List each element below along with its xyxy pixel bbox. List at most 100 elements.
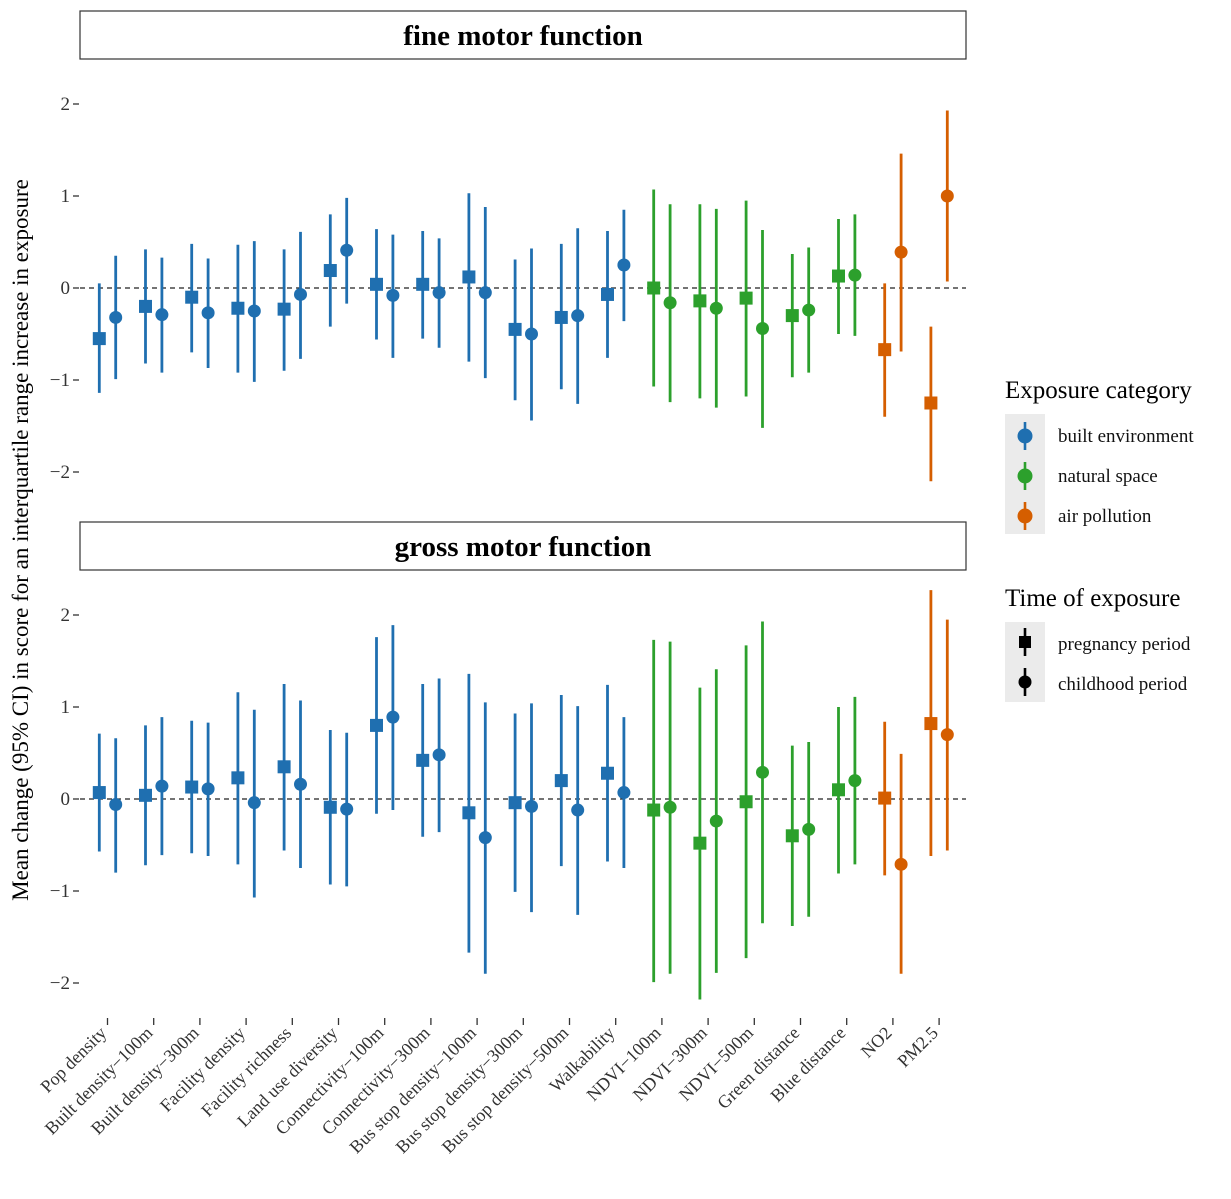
y-tick-label: −1 <box>50 881 70 902</box>
pregnancy-point <box>739 291 753 305</box>
panel-title: gross motor function <box>395 531 652 563</box>
pregnancy-point <box>924 717 938 731</box>
y-tick-label: −1 <box>50 370 70 391</box>
pregnancy-point <box>785 309 799 323</box>
legend-color-entry-1: natural space <box>1058 466 1158 487</box>
y-tick-label: 0 <box>61 789 71 810</box>
pregnancy-point <box>370 718 383 732</box>
panel-fine-motor: fine motor function −2 −1 0 1 2 <box>50 10 967 483</box>
legend-color-keys <box>1017 422 1033 530</box>
childhood-point <box>940 189 954 203</box>
legend-color-entry-2: air pollution <box>1058 506 1152 527</box>
childhood-point <box>894 857 908 871</box>
legend-color-entry-0: built environment <box>1058 426 1194 447</box>
legend-color-key <box>1017 468 1033 484</box>
pregnancy-point <box>277 760 291 774</box>
pregnancy-point <box>693 836 707 850</box>
x-tick-label: NO2 <box>857 1023 896 1062</box>
panel-strip <box>79 10 967 60</box>
childhood-point <box>432 748 446 762</box>
pregnancy-point <box>647 281 661 295</box>
y-tick-label: 0 <box>61 278 71 299</box>
childhood-point <box>571 803 585 817</box>
pregnancy-point <box>601 287 614 301</box>
legend-shape-entry-1: childhood period <box>1058 674 1188 695</box>
legend-square-key <box>1019 636 1031 648</box>
childhood-point <box>709 814 723 828</box>
pregnancy-point <box>231 771 245 785</box>
y-tick-label: −2 <box>50 973 70 994</box>
pregnancy-point <box>647 803 661 817</box>
childhood-point <box>109 310 123 324</box>
pregnancy-point <box>323 264 337 278</box>
legend-color-key <box>1017 428 1033 444</box>
pregnancy-point <box>924 396 938 410</box>
pregnancy-point <box>508 796 522 810</box>
pregnancy-point <box>462 270 476 284</box>
y-tick-label: 2 <box>61 94 71 115</box>
childhood-point <box>848 268 862 282</box>
panels: fine motor function −2 −1 0 1 2 gross motor fu… <box>50 10 967 1000</box>
childhood-point <box>525 799 538 813</box>
childhood-point <box>802 303 816 317</box>
childhood-point <box>756 765 769 779</box>
childhood-point <box>525 327 538 341</box>
pregnancy-point <box>554 774 568 788</box>
childhood-point <box>201 306 215 320</box>
panel-title: fine motor function <box>403 20 643 52</box>
pregnancy-point <box>878 791 892 805</box>
childhood-point <box>340 802 354 816</box>
childhood-point <box>109 798 123 812</box>
y-tick-label: 1 <box>61 186 71 207</box>
legend-shape-title: Time of exposure <box>1005 585 1180 612</box>
childhood-point <box>386 288 400 302</box>
childhood-point <box>247 796 261 810</box>
pregnancy-point <box>323 800 337 814</box>
y-axis-title: Mean change (95% CI) in score for an int… <box>8 179 33 901</box>
panel-strip <box>79 521 967 571</box>
childhood-point <box>663 296 677 310</box>
childhood-point <box>294 777 307 791</box>
pregnancy-point <box>462 806 476 820</box>
childhood-point <box>478 831 492 845</box>
pregnancy-point <box>416 753 430 767</box>
childhood-point <box>802 822 816 836</box>
pregnancy-point <box>416 277 430 291</box>
childhood-point <box>709 301 723 315</box>
pregnancy-point <box>601 766 614 780</box>
childhood-point <box>617 258 631 272</box>
pregnancy-point <box>554 310 568 324</box>
legend-color-title: Exposure category <box>1005 377 1192 404</box>
childhood-point <box>201 782 215 796</box>
legend-circle-key <box>1018 675 1032 689</box>
childhood-point <box>663 800 677 814</box>
childhood-point <box>848 774 862 788</box>
pregnancy-point <box>277 302 291 316</box>
pregnancy-point <box>878 343 892 357</box>
pregnancy-point <box>139 299 152 313</box>
childhood-point <box>756 321 769 335</box>
childhood-point <box>294 287 307 301</box>
pregnancy-point <box>92 786 106 800</box>
x-tick-label: PM2.5 <box>893 1023 941 1071</box>
pregnancy-point <box>693 294 707 308</box>
childhood-point <box>617 786 631 800</box>
pregnancy-point <box>785 829 799 843</box>
childhood-point <box>894 245 908 259</box>
panel-gross-motor: gross motor function −2 −1 0 1 2 <box>50 521 967 1000</box>
y-tick-label: −2 <box>50 462 70 483</box>
legend-shape-entry-0: pregnancy period <box>1058 634 1191 655</box>
y-tick-label: 1 <box>61 697 71 718</box>
childhood-point <box>386 710 400 724</box>
childhood-point <box>340 243 354 257</box>
childhood-point <box>571 309 585 323</box>
pregnancy-point <box>92 332 106 346</box>
pregnancy-point <box>832 269 845 283</box>
childhood-point <box>247 304 261 318</box>
pregnancy-point <box>139 788 152 802</box>
pregnancy-point <box>185 290 199 304</box>
pregnancy-point <box>185 780 199 794</box>
childhood-point <box>940 728 954 742</box>
pregnancy-point <box>231 301 245 315</box>
